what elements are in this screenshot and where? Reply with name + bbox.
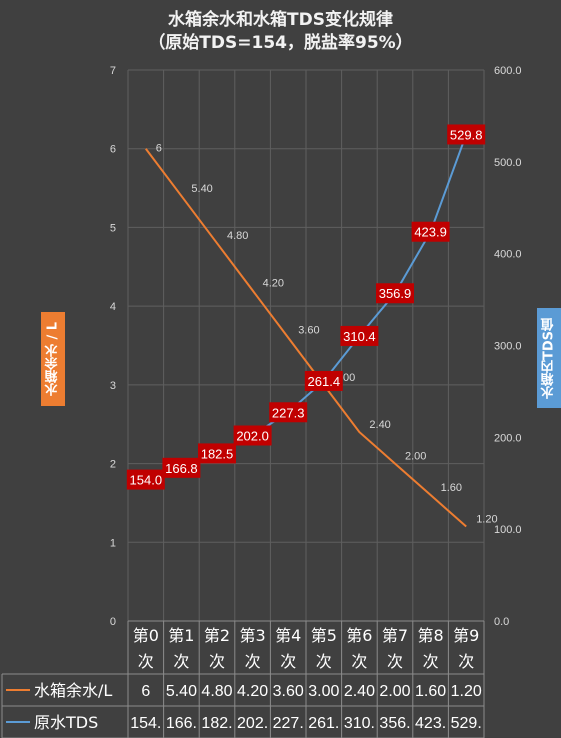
- data-label-box-tds: [269, 402, 308, 423]
- y-right-tick-label: 400.0: [494, 249, 522, 261]
- x-tick-label: 次: [351, 652, 367, 671]
- y-right-tick-label: 0.0: [494, 616, 509, 628]
- x-tick-label: 第0: [133, 626, 159, 645]
- series-line-water: [145, 148, 467, 528]
- data-label-box-tds: [376, 283, 414, 304]
- x-tick-label: 第1: [168, 626, 194, 645]
- table-cell: 154.: [130, 715, 161, 732]
- data-label-tds: 182.5: [201, 446, 234, 461]
- table-cell: 529.: [451, 715, 482, 732]
- table-cell: 202.: [237, 715, 268, 732]
- table-cell: 4.20: [237, 683, 268, 700]
- x-tick-label: 次: [173, 652, 189, 671]
- y-left-tick-label: 5: [110, 222, 116, 234]
- x-tick-label: 第3: [240, 626, 266, 645]
- table-cell: 6: [141, 683, 150, 700]
- table-cell: 310.: [344, 715, 375, 732]
- y-right-tick-label: 200.0: [494, 432, 522, 444]
- legend-label: 原水TDS: [34, 713, 98, 732]
- data-label-tds: 529.8: [450, 127, 483, 142]
- y-left-tick-label: 7: [110, 65, 116, 77]
- y-left-tick-label: 6: [110, 144, 116, 156]
- x-tick-label: 次: [138, 652, 154, 671]
- x-tick-label: 第4: [275, 626, 301, 645]
- data-label-tds: 423.9: [414, 225, 447, 240]
- x-tick-label: 次: [245, 652, 261, 671]
- table-cell: 3.00: [308, 683, 339, 700]
- y-right-tick-label: 300.0: [494, 341, 522, 353]
- table-cell: 356.: [379, 715, 410, 732]
- x-tick-label: 第8: [418, 626, 444, 645]
- data-label-water: 2.40: [369, 419, 390, 431]
- table-cell: 261.: [308, 715, 339, 732]
- x-tick-label: 次: [423, 652, 439, 671]
- x-tick-label: 次: [387, 652, 403, 671]
- data-label-water: 6: [156, 143, 162, 155]
- data-label-box-tds: [304, 370, 343, 391]
- table-cell: 5.40: [166, 683, 197, 700]
- x-tick-label: 次: [280, 652, 296, 671]
- table-cell: 1.60: [415, 683, 446, 700]
- data-label-tds: 227.3: [272, 405, 305, 420]
- table-cell: 423.: [415, 715, 446, 732]
- x-tick-label: 第6: [346, 626, 372, 645]
- data-label-box-tds: [340, 325, 379, 346]
- data-label-box-tds: [447, 124, 486, 145]
- table-cell: 2.40: [344, 683, 375, 700]
- data-label-tds: 310.4: [343, 329, 376, 344]
- data-label-tds: 154.0: [130, 473, 163, 488]
- x-tick-label: 第2: [204, 626, 230, 645]
- y-right-tick-label: 600.0: [494, 65, 522, 77]
- data-label-water: 2.00: [405, 451, 426, 463]
- x-tick-label: 第9: [453, 626, 479, 645]
- data-label-box-tds: [233, 425, 272, 446]
- data-label-box-tds: [126, 469, 165, 490]
- y-left-tick-label: 2: [110, 459, 116, 471]
- table-cell: 3.60: [273, 683, 304, 700]
- data-label-box-tds: [198, 443, 236, 464]
- data-label-tds: 261.4: [308, 374, 341, 389]
- x-tick-label: 第7: [382, 626, 408, 645]
- table-cell: 4.80: [201, 683, 232, 700]
- table-cell: 2.00: [379, 683, 410, 700]
- y-left-tick-label: 3: [110, 380, 116, 392]
- x-tick-label: 次: [316, 652, 332, 671]
- data-label-box-tds: [411, 221, 450, 242]
- y-left-tick-label: 4: [110, 301, 116, 313]
- y-left-tick-label: 1: [110, 537, 116, 549]
- data-label-water: 5.40: [191, 183, 212, 195]
- data-label-water: 1.20: [476, 514, 497, 526]
- data-label-tds: 356.9: [379, 286, 412, 301]
- chart-subtitle: （原始TDS=154，脱盐率95%）: [148, 33, 413, 53]
- table-cell: 1.20: [451, 683, 482, 700]
- data-label-water: 4.20: [263, 277, 284, 289]
- data-label-tds: 166.8: [165, 461, 198, 476]
- y-right-tick-label: 500.0: [494, 157, 522, 169]
- chart-title: 水箱余水和水箱TDS变化规律: [168, 10, 393, 30]
- y-right-tick-label: 100.0: [494, 524, 522, 536]
- table-cell: 227.: [273, 715, 304, 732]
- x-tick-label: 次: [209, 652, 225, 671]
- x-tick-label: 第5: [311, 626, 337, 645]
- data-label-water: 1.60: [441, 482, 462, 494]
- table-cell: 182.: [201, 715, 232, 732]
- data-label-box-tds: [162, 457, 201, 478]
- legend-label: 水箱余水/L: [34, 681, 112, 700]
- y-left-tick-label: 0: [110, 616, 116, 628]
- data-label-tds: 202.0: [236, 428, 269, 443]
- table-cell: 166.: [166, 715, 197, 732]
- data-label-water: 4.80: [227, 230, 248, 242]
- x-tick-label: 次: [458, 652, 474, 671]
- data-label-water: 3.60: [298, 325, 319, 337]
